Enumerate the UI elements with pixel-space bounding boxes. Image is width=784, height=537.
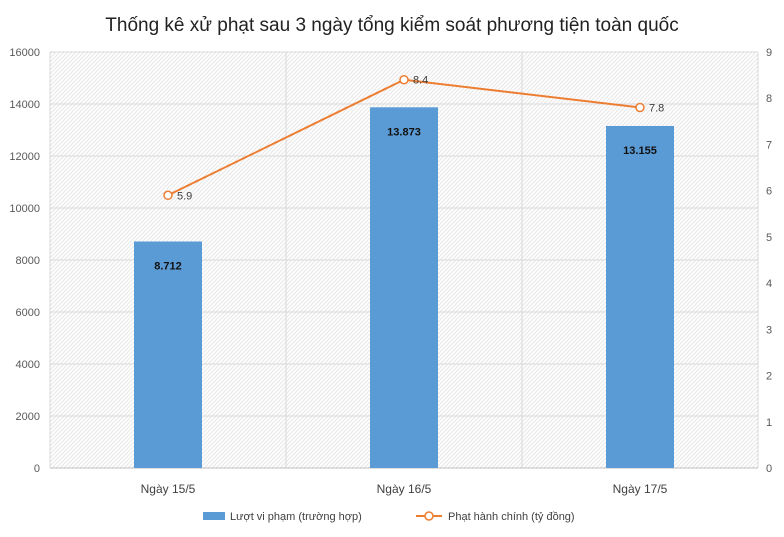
legend-label-bar: Lượt vi phạm (trường hợp) — [230, 511, 362, 523]
legend-swatch-bar — [203, 512, 225, 520]
right-tick-label: 2 — [766, 371, 772, 383]
x-tick-label: Ngày 15/5 — [141, 482, 196, 496]
left-tick-label: 8000 — [16, 255, 40, 267]
legend-swatch-marker — [424, 511, 434, 521]
right-tick-label: 7 — [766, 139, 772, 151]
right-tick-label: 8 — [766, 93, 772, 105]
left-tick-label: 0 — [34, 463, 40, 475]
left-tick-label: 14000 — [9, 99, 40, 111]
chart-title: Thống kê xử phạt sau 3 ngày tổng kiểm so… — [105, 15, 678, 36]
right-tick-label: 4 — [766, 278, 772, 290]
left-tick-label: 2000 — [16, 411, 40, 423]
x-axis: Ngày 15/5 Ngày 16/5 Ngày 17/5 — [141, 482, 668, 496]
legend: Lượt vi phạm (trường hợp) Phạt hành chính… — [203, 511, 575, 523]
bar — [606, 125, 674, 468]
left-tick-label: 6000 — [16, 307, 40, 319]
bar — [370, 107, 438, 468]
x-tick-label: Ngày 16/5 — [377, 482, 432, 496]
right-tick-label: 6 — [766, 186, 772, 198]
right-axis: 0 1 2 3 4 5 6 7 8 9 — [766, 47, 772, 475]
line-point — [399, 74, 409, 85]
line-value-label: 7.8 — [649, 102, 664, 114]
left-tick-label: 12000 — [9, 151, 40, 163]
line-point — [163, 190, 173, 201]
legend-label-line: Phạt hành chính (tỷ đồng) — [448, 511, 575, 523]
bar-series: 8.712 13.873 13.155 — [134, 107, 674, 468]
right-tick-label: 9 — [766, 47, 772, 59]
x-tick-label: Ngày 17/5 — [613, 482, 668, 496]
right-tick-label: 3 — [766, 324, 772, 336]
line-value-label: 8.4 — [413, 75, 428, 87]
left-tick-label: 16000 — [9, 47, 40, 59]
left-axis: 0 2000 4000 6000 8000 10000 12000 14000 16000 — [9, 47, 40, 475]
left-tick-label: 10000 — [9, 203, 40, 215]
left-tick-label: 4000 — [16, 359, 40, 371]
line-value-label: 5.9 — [177, 190, 192, 202]
bar-value-label: 8.712 — [154, 260, 182, 272]
right-tick-label: 0 — [766, 463, 772, 475]
bar-value-label: 13.873 — [387, 126, 421, 138]
right-tick-label: 5 — [766, 232, 772, 244]
line-series: 5.9 8.4 7.8 — [163, 74, 664, 202]
line-point — [635, 102, 645, 113]
bar-value-label: 13.155 — [623, 145, 657, 157]
bar — [134, 241, 202, 468]
right-tick-label: 1 — [766, 417, 772, 429]
